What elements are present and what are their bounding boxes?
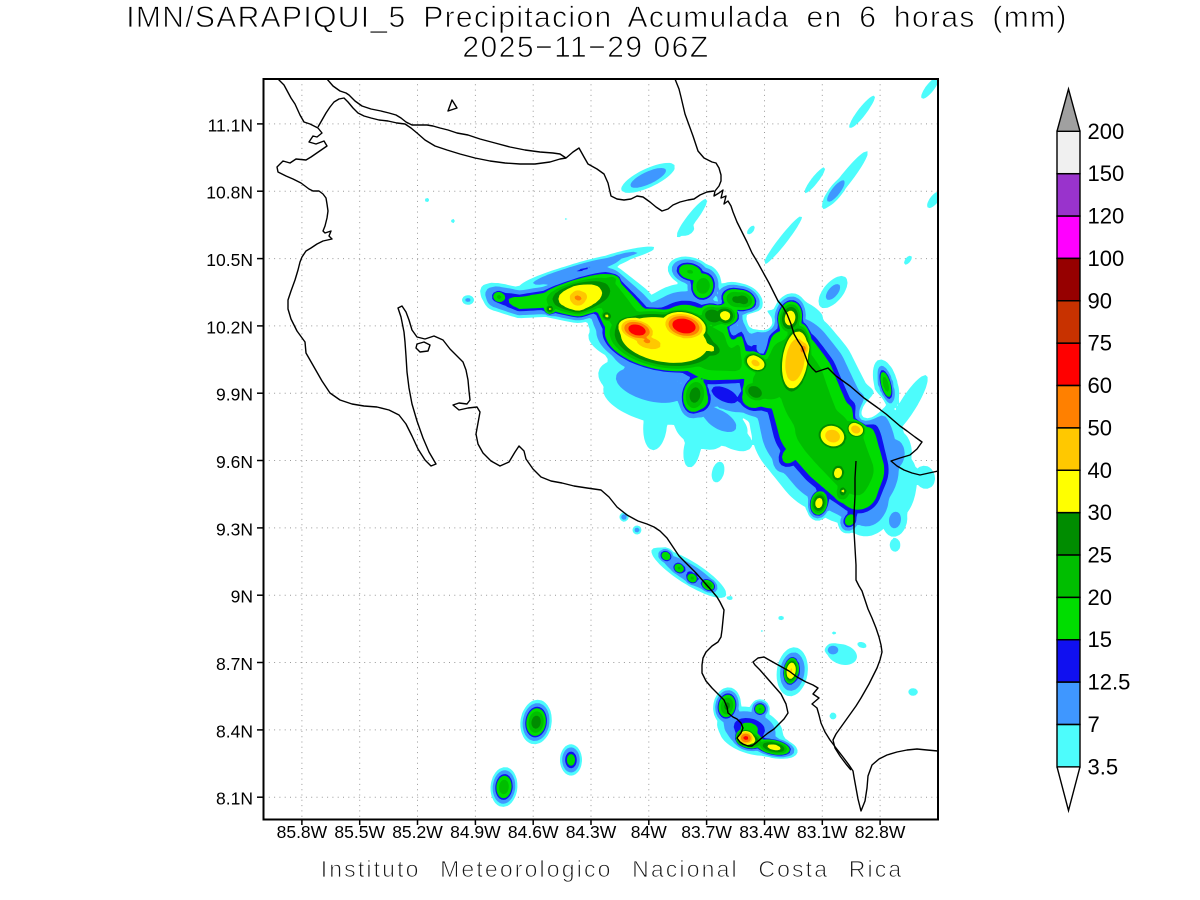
svg-text:12.5: 12.5 xyxy=(1088,670,1131,695)
svg-text:90: 90 xyxy=(1088,288,1112,313)
svg-text:10.8N: 10.8N xyxy=(206,183,253,203)
svg-text:60: 60 xyxy=(1088,373,1112,398)
svg-text:9.9N: 9.9N xyxy=(216,385,253,405)
svg-text:85.2W: 85.2W xyxy=(392,822,443,842)
svg-text:200: 200 xyxy=(1088,119,1125,144)
svg-text:83.4W: 83.4W xyxy=(739,822,790,842)
svg-text:100: 100 xyxy=(1088,246,1125,271)
svg-text:84.6W: 84.6W xyxy=(508,822,559,842)
svg-text:75: 75 xyxy=(1088,331,1112,356)
svg-text:10.5N: 10.5N xyxy=(206,250,253,270)
svg-text:84.9W: 84.9W xyxy=(450,822,501,842)
svg-text:82.8W: 82.8W xyxy=(855,822,906,842)
svg-text:9N: 9N xyxy=(231,587,253,607)
svg-text:30: 30 xyxy=(1088,500,1112,525)
svg-text:85.5W: 85.5W xyxy=(334,822,385,842)
svg-text:84.3W: 84.3W xyxy=(566,822,617,842)
svg-text:20: 20 xyxy=(1088,585,1112,610)
svg-text:8.1N: 8.1N xyxy=(216,789,253,809)
svg-text:9.6N: 9.6N xyxy=(216,452,253,472)
svg-text:120: 120 xyxy=(1088,204,1125,229)
svg-text:8.4N: 8.4N xyxy=(216,721,253,741)
svg-text:9.3N: 9.3N xyxy=(216,519,253,539)
svg-text:10.2N: 10.2N xyxy=(206,317,253,337)
svg-text:11.1N: 11.1N xyxy=(208,115,253,135)
svg-text:85.8W: 85.8W xyxy=(277,822,328,842)
svg-text:8.7N: 8.7N xyxy=(216,654,253,674)
svg-text:40: 40 xyxy=(1088,458,1112,483)
svg-text:50: 50 xyxy=(1088,415,1112,440)
svg-text:15: 15 xyxy=(1088,627,1112,652)
svg-text:83.7W: 83.7W xyxy=(681,822,732,842)
svg-text:84W: 84W xyxy=(631,822,667,842)
svg-text:150: 150 xyxy=(1088,161,1125,186)
svg-text:25: 25 xyxy=(1088,543,1112,568)
svg-text:3.5: 3.5 xyxy=(1088,754,1119,779)
svg-text:7: 7 xyxy=(1088,712,1100,737)
svg-text:83.1W: 83.1W xyxy=(797,822,848,842)
